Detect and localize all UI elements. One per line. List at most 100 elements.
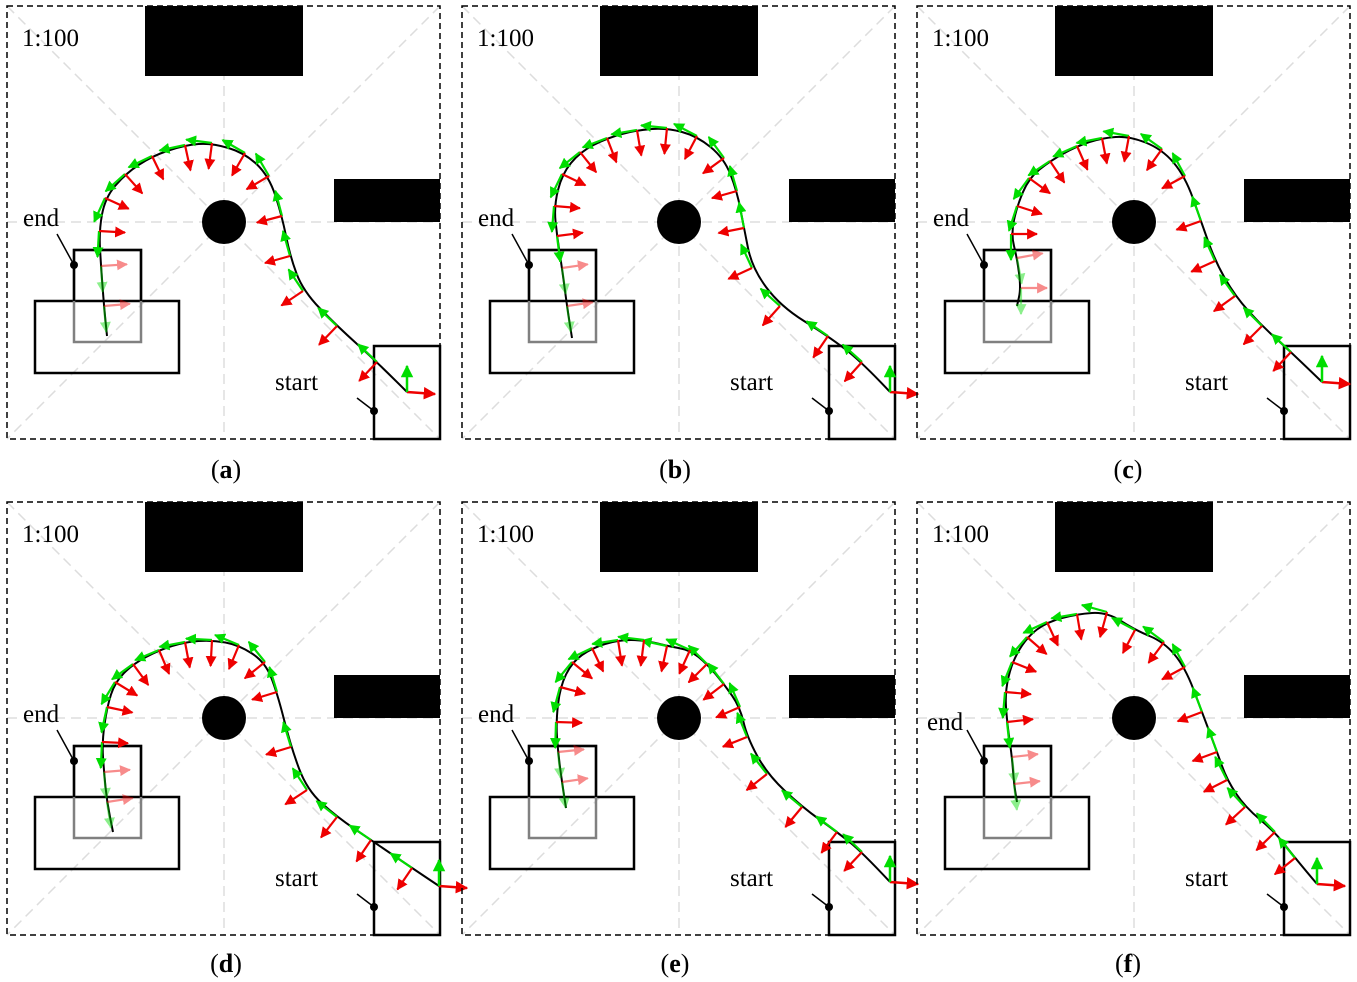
heading-arrow [317,307,338,327]
heading-arrow [610,127,638,139]
end-label: end [927,709,964,736]
obstacle-circle [1112,696,1156,740]
normal-arrow [227,644,241,671]
normal-arrow [561,260,589,272]
normal-arrow [715,705,741,719]
heading-arrow [158,639,186,651]
normal-arrow [1321,376,1352,390]
caption-f: (f) [1115,949,1141,978]
heading-arrow [1242,306,1263,327]
obstacle-circle [657,696,701,740]
normal-arrow [889,386,920,400]
obstacle-right [789,179,895,222]
normal-arrow [320,816,338,839]
panel-frame [916,5,1351,440]
start-parking-box [827,840,897,937]
heading-arrow [591,637,619,648]
normal-arrow [103,765,131,777]
normal-arrow [812,335,829,359]
normal-arrow [1175,219,1202,232]
heading-arrow [1050,611,1078,623]
normal-arrow [566,298,594,310]
panel-f: 1:100 end start (f) [916,501,1352,978]
normal-arrow [1147,641,1165,664]
panel-frame [461,501,896,936]
normal-arrow [100,259,128,271]
heading-arrow [781,789,803,808]
normal-arrow [106,794,134,806]
caption-a: (a) [211,455,241,484]
normal-arrow [1120,135,1132,163]
heading-arrow [558,151,581,170]
normal-arrow [687,663,708,684]
heading-arrow [750,752,768,775]
heading-arrow [1111,616,1136,631]
heading-arrow [1000,661,1014,688]
normal-arrow [579,151,598,174]
panel-frame [6,501,441,936]
heading-arrow [1003,721,1015,749]
end-parking-box [72,248,143,344]
obstacle-right [334,179,440,222]
heading-arrow [550,686,562,714]
heading-arrow [1203,236,1217,262]
normal-arrow [1191,750,1218,763]
heading-arrow [272,189,284,217]
heading-arrow [281,721,293,748]
normal-arrow [103,299,131,311]
panel-d: 1:100 end start (d) [6,501,469,978]
panel-frame [916,501,1351,936]
obstacle-box [488,299,636,375]
heading-arrow [267,666,279,693]
normal-arrow [553,201,581,213]
heading-arrow [640,120,668,132]
normal-arrow [1316,878,1347,892]
normal-arrow [438,880,469,894]
end-label: end [933,205,970,232]
end-marker [70,261,78,269]
obstacle-box [488,795,636,871]
normal-arrow [243,661,266,680]
normal-arrow [761,305,781,327]
obstacle-circle [202,200,246,244]
heading-arrow [728,682,742,708]
heading-arrow [558,267,570,295]
normal-arrow [114,681,139,697]
heading-arrow [93,197,107,223]
normal-arrow [124,173,144,195]
start-parking-box [372,344,442,441]
normal-arrow [255,214,283,226]
normal-arrow [1255,831,1276,851]
start-marker [370,903,378,911]
normal-arrow [555,716,584,728]
heading-arrow [389,852,413,869]
scale-label: 1:100 [932,25,989,52]
normal-arrow [678,649,692,675]
normal-arrow [204,142,216,170]
normal-arrow [284,789,308,806]
obstacle-top [600,502,758,572]
heading-arrow [280,229,292,257]
heading-arrow [740,243,753,269]
end-leader [511,233,530,266]
scale-label: 1:100 [477,25,534,52]
normal-arrow [820,831,838,854]
normal-arrow [101,737,130,749]
start-marker [825,903,833,911]
normal-arrow [1016,249,1044,261]
heading-arrow [184,633,213,645]
normal-arrow [1190,259,1216,273]
normal-arrow [702,683,725,701]
panel-b: 1:100 end start (b) [461,5,920,484]
start-parking-box [372,840,442,937]
normal-arrow [157,649,171,675]
normal-arrow [182,641,194,669]
heading-arrow [727,164,739,192]
heading-arrow [104,173,126,193]
normal-arrow [1013,776,1041,788]
obstacle-right [789,675,895,718]
heading-arrow [221,139,246,154]
normal-arrow [1028,177,1051,195]
normal-arrow [151,155,165,181]
